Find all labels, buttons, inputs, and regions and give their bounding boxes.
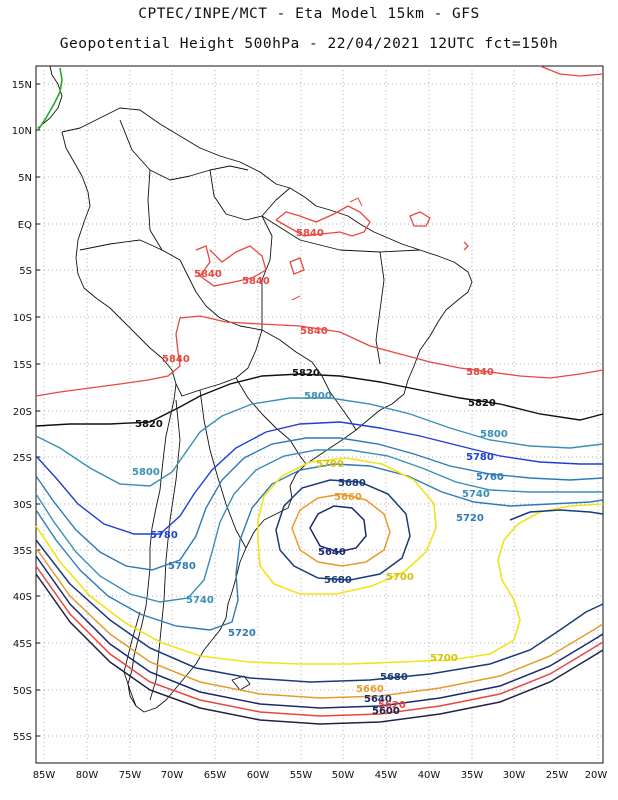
lon-label: 65W <box>204 770 227 781</box>
contour-label: 5700 <box>316 459 344 470</box>
contour-5720 <box>35 463 604 631</box>
lat-label: EQ <box>18 220 32 231</box>
lat-label: 5N <box>18 173 32 184</box>
lon-label: 30W <box>503 770 526 781</box>
lon-label: 25W <box>546 770 569 781</box>
contour-5760 <box>35 437 604 571</box>
contour-label: 5660 <box>334 492 362 503</box>
lat-label: 50S <box>13 686 32 697</box>
contour-5640-closed <box>309 505 367 553</box>
lat-label: 30S <box>13 500 32 511</box>
contour-label: 5780 <box>150 530 178 541</box>
contour-5640-outer <box>35 555 604 709</box>
coastline <box>37 65 473 713</box>
contour-5600 <box>35 573 604 725</box>
latitude-labels: 15N 10N 5N EQ 5S 10S 15S 20S 25S 30S 35S… <box>12 80 32 743</box>
green-contour <box>37 67 63 131</box>
lon-label: 75W <box>119 770 142 781</box>
lat-label: 35S <box>13 546 32 557</box>
lon-label: 70W <box>161 770 184 781</box>
contour-label: 5740 <box>186 595 214 606</box>
contour-5680-east <box>509 509 604 521</box>
contour-5820 <box>35 373 604 427</box>
contour-5680-outer <box>35 539 604 683</box>
lat-label: 5S <box>19 266 32 277</box>
contour-label: 5720 <box>228 628 256 639</box>
lat-label: 40S <box>13 592 32 603</box>
contour-labels: 5840 5840 5840 5840 5840 5840 5820 5820 … <box>132 228 508 717</box>
chart-title: CPTEC/INPE/MCT - Eta Model 15km - GFS <box>138 6 480 22</box>
lon-label: 85W <box>33 770 56 781</box>
contour-label: 5840 <box>296 228 324 239</box>
contour-label: 5840 <box>300 326 328 337</box>
chart-subtitle: Geopotential Height 500hPa - 22/04/2021 … <box>59 36 559 52</box>
lon-label: 60W <box>247 770 270 781</box>
contour-5680-closed <box>275 479 411 581</box>
longitude-labels: 85W 80W 75W 70W 65W 60W 55W 50W 45W 40W … <box>33 770 608 781</box>
contour-label: 5840 <box>466 367 494 378</box>
contour-5800 <box>35 397 604 487</box>
contour-5660-closed <box>291 493 391 567</box>
contour-label: 5820 <box>292 368 320 379</box>
contour-label: 5840 <box>242 276 270 287</box>
contour-label: 5700 <box>430 653 458 664</box>
lon-label: 45W <box>375 770 398 781</box>
lon-label: 20W <box>585 770 608 781</box>
contour-label: 5740 <box>462 489 490 500</box>
contour-label: 5700 <box>386 572 414 583</box>
contour-label: 5800 <box>304 391 332 402</box>
lon-label: 35W <box>461 770 484 781</box>
contour-5620 <box>35 565 604 717</box>
lat-label: 25S <box>13 453 32 464</box>
contour-label: 5620 <box>378 700 406 711</box>
contour-label: 5640 <box>364 694 392 705</box>
contour-label: 5800 <box>480 429 508 440</box>
lat-label: 55S <box>13 732 32 743</box>
lon-label: 50W <box>332 770 355 781</box>
map-frame <box>35 65 604 764</box>
lat-label: 10S <box>13 313 32 324</box>
contour-label: 5840 <box>194 269 222 280</box>
contour-5780 <box>35 421 603 535</box>
contour-label: 5680 <box>380 672 408 683</box>
lon-label: 40W <box>418 770 441 781</box>
lon-label: 55W <box>290 770 313 781</box>
lat-label: 15N <box>12 80 32 91</box>
contour-5840 <box>35 65 604 397</box>
contour-label: 5820 <box>468 398 496 409</box>
lon-label: 80W <box>76 770 99 781</box>
contour-label: 5680 <box>338 478 366 489</box>
contour-label: 5840 <box>162 354 190 365</box>
contour-label: 5600 <box>372 706 400 717</box>
contour-label: 5720 <box>456 513 484 524</box>
contour-label: 5780 <box>168 561 196 572</box>
contour-label: 5780 <box>466 452 494 463</box>
contour-5740 <box>35 449 603 603</box>
contour-5700-closed <box>257 457 437 595</box>
contour-label: 5680 <box>324 575 352 586</box>
contour-label: 5820 <box>135 419 163 430</box>
lat-label: 45S <box>13 639 32 650</box>
lat-label: 10N <box>12 126 32 137</box>
contour-label: 5660 <box>356 684 384 695</box>
lat-label: 20S <box>13 407 32 418</box>
contour-label: 5640 <box>318 547 346 558</box>
contour-5700-outer <box>35 503 604 665</box>
lat-label: 15S <box>13 360 32 371</box>
contour-label: 5800 <box>132 467 160 478</box>
contour-label: 5760 <box>476 472 504 483</box>
contour-5840-fragments <box>291 197 363 301</box>
contour-5660-outer <box>35 547 604 699</box>
